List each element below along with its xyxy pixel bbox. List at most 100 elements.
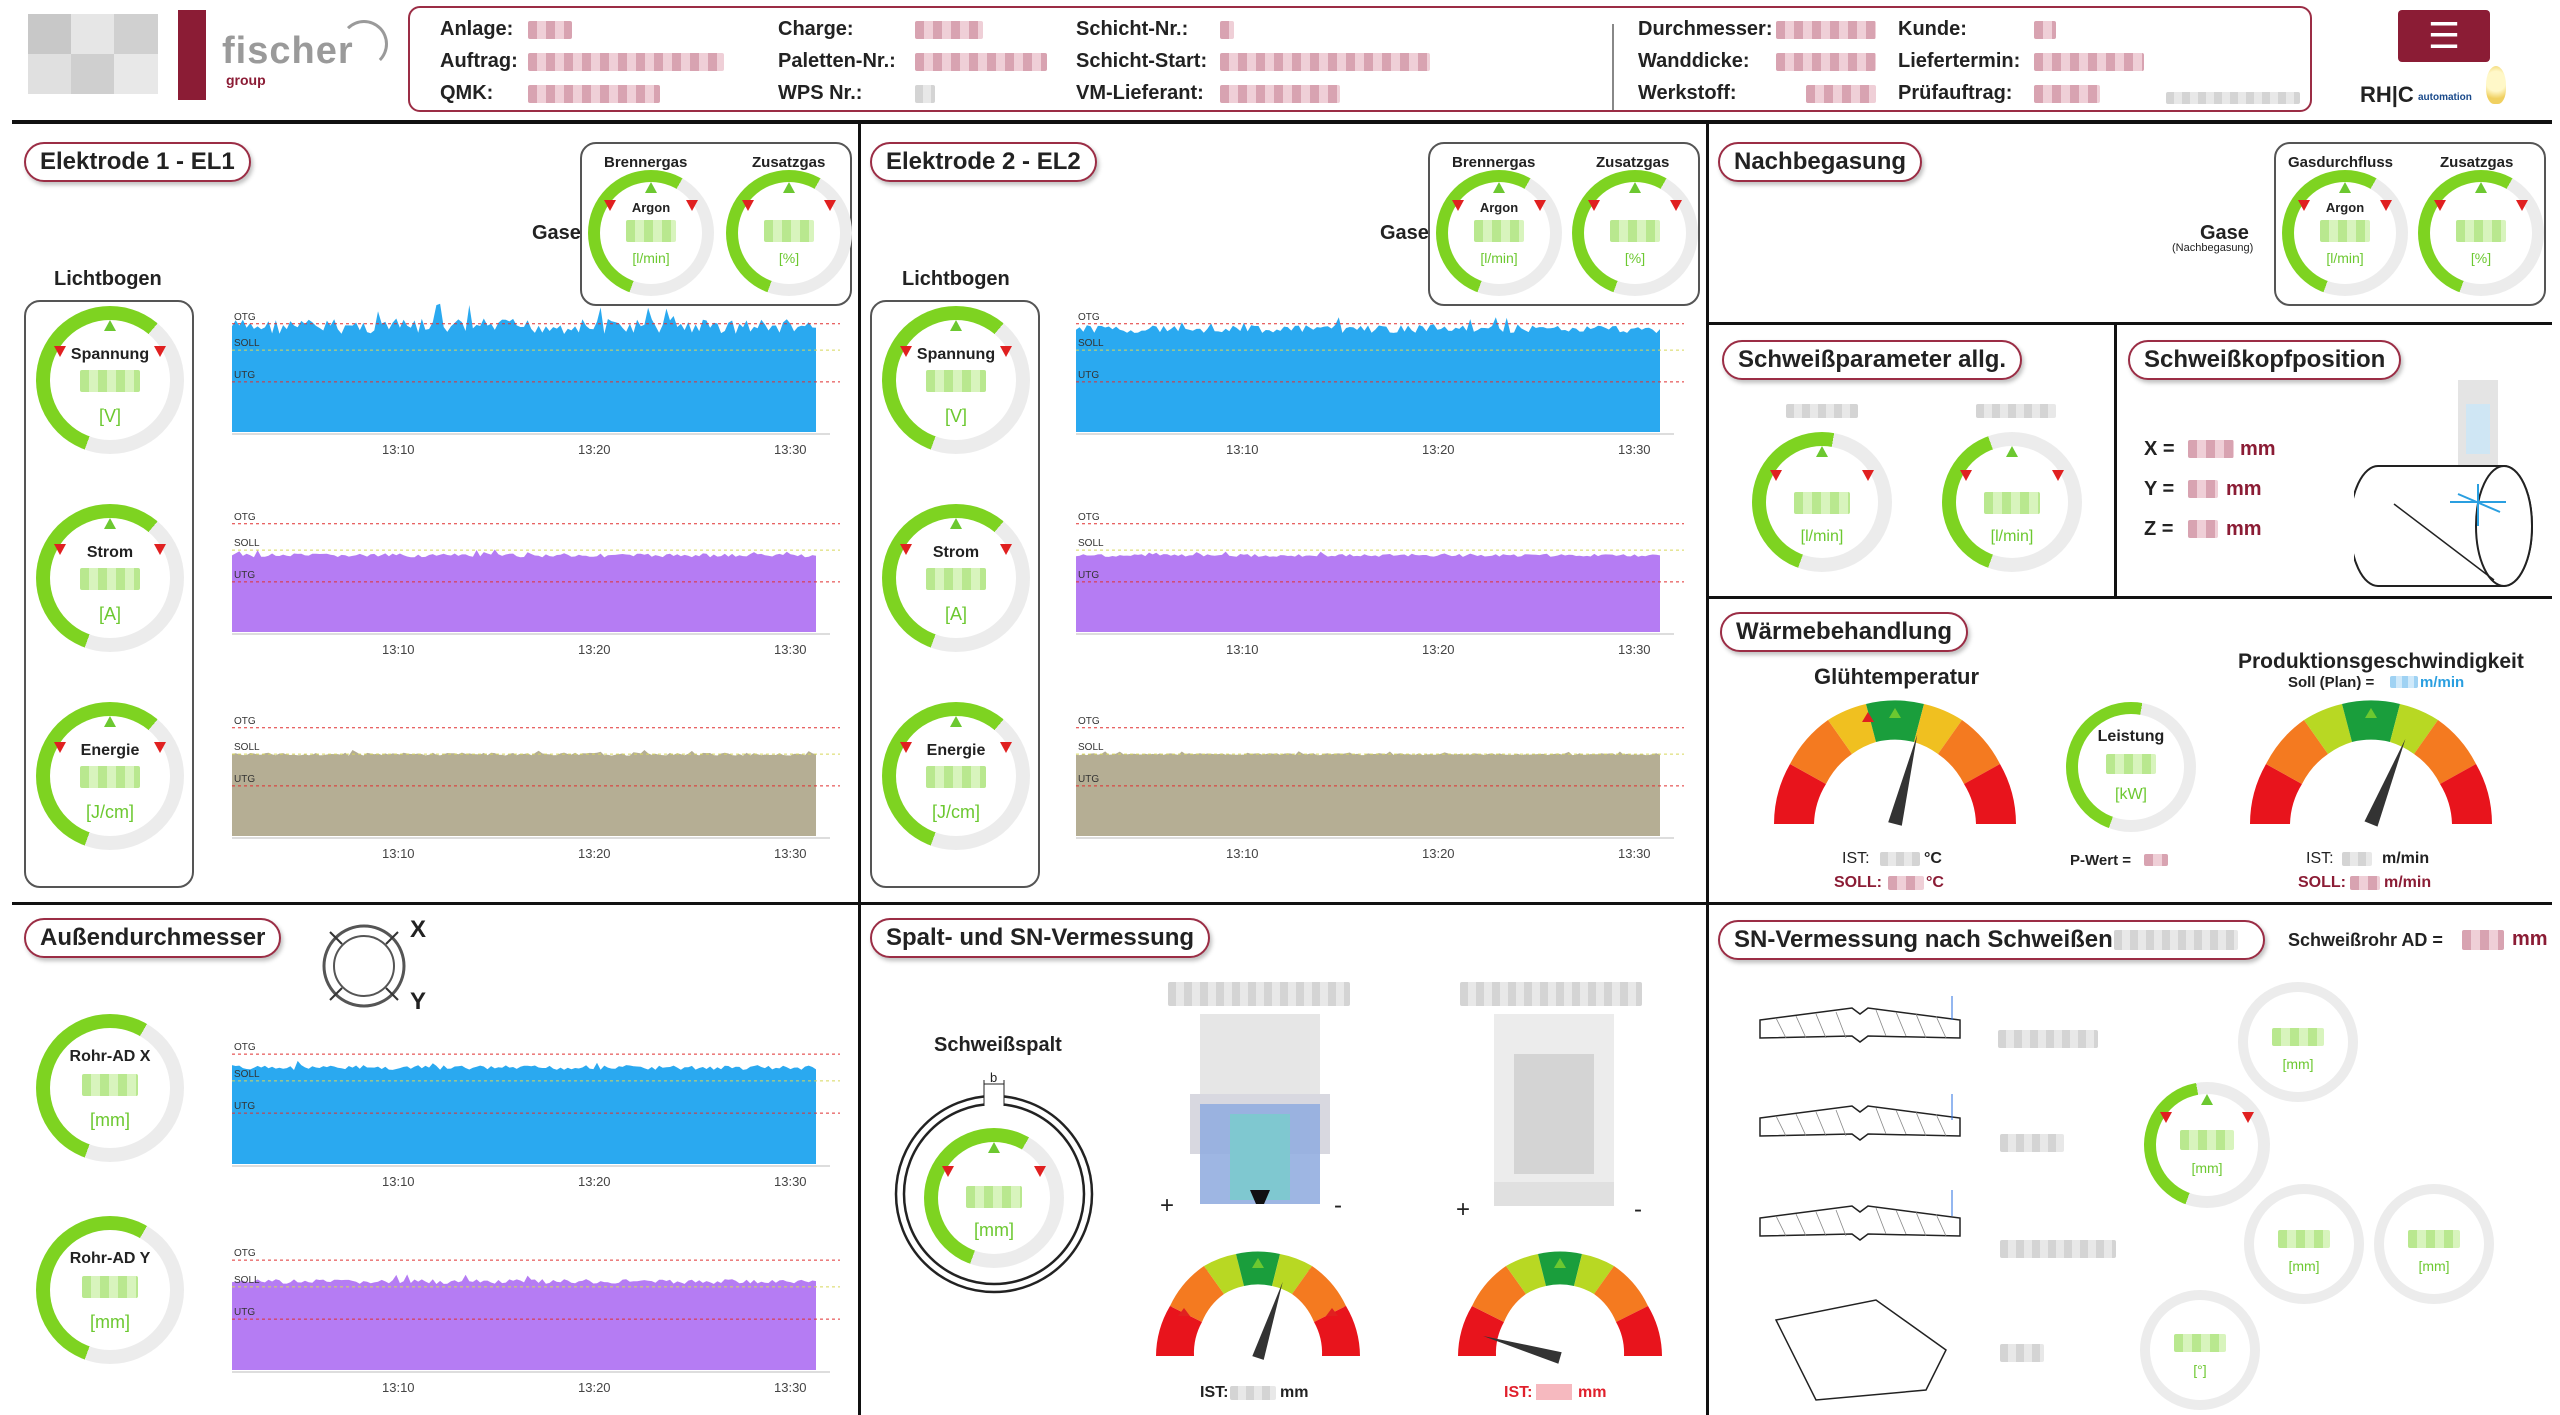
pwert-value <box>2144 854 2168 866</box>
el1-energie-chart-label-soll: SOLL <box>234 742 260 754</box>
nachbegasung-title: Nachbegasung <box>1718 142 1923 182</box>
schweissspalt-gauge: [mm] <box>924 1128 1064 1268</box>
fischer-logo-arc <box>340 20 388 68</box>
cam1-ist-label: IST: <box>1200 1384 1229 1401</box>
pos-x-value <box>2188 440 2234 458</box>
sn-title-blurred <box>2114 930 2238 950</box>
info-label-pruefauftrag: Prüfauftrag: <box>1898 82 2013 104</box>
el2-energie-chart-label-utg: UTG <box>1078 773 1100 785</box>
param1-gauge: [l/min] <box>1752 432 1892 572</box>
sn-param4-label-blurred <box>2000 1344 2044 1362</box>
el1-energie-chart-label-otg: OTG <box>234 715 256 727</box>
header-divider <box>12 120 2552 124</box>
rohr-ad-x-chart: OTG SOLL UTG 13:10 13:20 13:30 <box>232 1030 840 1194</box>
el1-energie-chart-time-tick: 13:10 <box>382 846 415 861</box>
el2-energie-chart-area <box>1076 751 1660 836</box>
rohr-ad-y-chart-label-utg: UTG <box>234 1307 256 1319</box>
el2-strom-gauge: Strom [A] <box>882 504 1030 652</box>
cam2-ist-label: IST: <box>1504 1384 1533 1401</box>
rohr-ad-y-chart: OTG SOLL UTG 13:10 13:20 13:30 <box>232 1236 840 1400</box>
info-divider <box>1612 24 1614 110</box>
rohr-ad-x-chart-label-utg: UTG <box>234 1101 256 1113</box>
info-label-kunde: Kunde: <box>1898 18 1967 40</box>
el2-gas1-title: Brennergas <box>1452 154 1536 171</box>
info-label-durchmesser: Durchmesser: <box>1638 18 1773 40</box>
el1-spannung-chart-label-utg: UTG <box>234 369 256 381</box>
el2-energie-chart-label-otg: OTG <box>1078 715 1100 727</box>
el1-gas2-gauge: [%] <box>726 170 852 296</box>
el2-spannung-chart-time-tick: 13:20 <box>1422 442 1455 457</box>
el2-gas1-gauge: Argon [l/min] <box>1436 170 1562 296</box>
sn-param1-label-blurred <box>1998 1030 2098 1048</box>
rohr-ad-y-chart-time-tick: 13:20 <box>578 1380 611 1395</box>
fischer-logo-subtext: group <box>226 72 266 88</box>
pos-y-unit: mm <box>2226 478 2262 500</box>
info-value-pruefauftrag <box>2034 85 2100 103</box>
camera2-label-blurred <box>1460 982 1642 1006</box>
axis-y-label: Y <box>410 988 427 1015</box>
schweissspalt-label: Schweißspalt <box>934 1034 1062 1056</box>
el2-strom-chart: OTG SOLL UTG 13:10 13:20 13:30 <box>1076 500 1684 662</box>
info-value-auftrag <box>528 53 724 71</box>
menu-button[interactable]: ☰ <box>2398 10 2490 62</box>
el1-strom-chart-time-tick: 13:20 <box>578 642 611 657</box>
pos-z-unit: mm <box>2226 518 2262 540</box>
produktionsgeschwindigkeit-title: Produktionsgeschwindigkeit <box>2238 650 2524 673</box>
el2-energie-chart: OTG SOLL UTG 13:10 13:20 13:30 <box>1076 704 1684 866</box>
cam2-ist-value <box>1536 1384 1572 1400</box>
temp-ist-unit: °C <box>1924 850 1942 867</box>
el1-spannung-chart-area <box>232 303 816 432</box>
temp-ist-label: IST: <box>1842 850 1870 867</box>
gluehtemperatur-title: Glühtemperatur <box>1814 664 1980 689</box>
speed-soll-unit: m/min <box>2384 874 2432 891</box>
nachbegasung-gases-label: Gase <box>2200 222 2249 244</box>
cam2-ist-unit: mm <box>1578 1384 1607 1401</box>
pos-x-label: X = <box>2144 438 2175 460</box>
el1-spannung-chart-label-soll: SOLL <box>234 338 260 350</box>
cam2-gap-gauge <box>1458 1251 1662 1364</box>
aussendurchmesser-title: Außendurchmesser <box>24 918 282 958</box>
el1-energie-gauge: Energie [J/cm] <box>36 702 184 850</box>
info-label-auftrag: Auftrag: <box>440 50 518 72</box>
sn-param3-label-blurred <box>2000 1240 2116 1258</box>
el2-strom-chart-time-tick: 13:20 <box>1422 642 1455 657</box>
param2-gauge: [l/min] <box>1942 432 2082 572</box>
sn-gauge-2: [mm] <box>2144 1082 2270 1208</box>
el2-spannung-chart-time-tick: 13:10 <box>1226 442 1259 457</box>
el2-lichtbogen-box <box>870 300 1040 888</box>
lightbulb-icon <box>2486 66 2506 104</box>
el1-spannung-chart-label-otg: OTG <box>234 311 256 323</box>
info-value-schicht-nr <box>1220 21 1234 39</box>
pos-x-unit: mm <box>2240 438 2276 460</box>
el2-spannung-chart-time-tick: 13:30 <box>1618 442 1651 457</box>
rhc-logo-subtext: automation <box>2418 92 2472 103</box>
sn-gauge-1: [mm] <box>2238 982 2358 1102</box>
divider-h-right1 <box>1708 322 2552 325</box>
info-label-wps: WPS Nr.: <box>778 82 863 104</box>
divider-h-main <box>12 902 2552 905</box>
cam2-minus: - <box>1634 1196 1642 1223</box>
info-label-qmk: QMK: <box>440 82 494 104</box>
el2-energie-gauge: Energie [J/cm] <box>882 702 1030 850</box>
sn-param2-label-blurred <box>2000 1134 2064 1152</box>
el2-spannung-chart-label-utg: UTG <box>1078 369 1100 381</box>
gluehtemperatur-gauge <box>1774 700 2016 826</box>
info-value-wps <box>915 85 935 103</box>
nachbegasung-gas2-title: Zusatzgas <box>2440 154 2514 171</box>
el2-strom-chart-area <box>1076 551 1660 632</box>
el1-energie-chart-area <box>232 750 816 836</box>
el1-spannung-chart: OTG SOLL UTG 13:10 13:20 13:30 <box>232 300 840 462</box>
axis-x-label: X <box>410 916 427 943</box>
info-value-paletten <box>915 53 1047 71</box>
rhc-logo: RH|C <box>2360 82 2414 107</box>
leistung-gauge: Leistung [kW] <box>2066 702 2196 832</box>
el1-spannung-gauge: Spannung [V] <box>36 306 184 454</box>
info-value-durchmesser <box>1776 21 1876 39</box>
el2-energie-chart-time-tick: 13:10 <box>1226 846 1259 861</box>
el1-energie-chart-time-tick: 13:20 <box>578 846 611 861</box>
rohr-ad-x-chart-label-soll: SOLL <box>234 1068 260 1080</box>
fischer-logo-mark <box>178 10 206 100</box>
pos-z-label: Z = <box>2144 518 2174 540</box>
speed-soll-value <box>2350 876 2380 890</box>
cam1-plus: + <box>1160 1192 1175 1219</box>
